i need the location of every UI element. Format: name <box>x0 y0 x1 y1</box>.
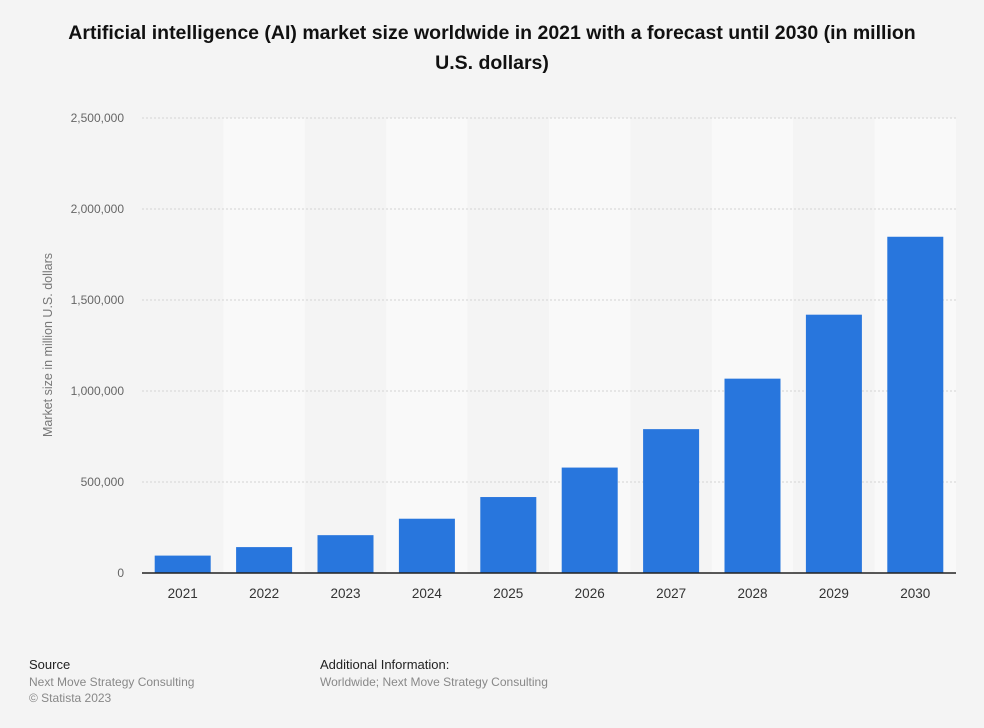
info-text: Worldwide; Next Move Strategy Consulting <box>320 675 548 689</box>
y-axis-label: Market size in million U.S. dollars <box>41 253 55 437</box>
column-band <box>142 118 224 573</box>
bar-2026[interactable] <box>561 467 618 573</box>
bar-2027[interactable] <box>643 429 700 573</box>
y-tick-label: 1,500,000 <box>71 293 125 307</box>
x-tick-label: 2030 <box>900 586 930 601</box>
copyright: © Statista 2023 <box>29 691 112 705</box>
source-heading: Source <box>29 657 71 672</box>
bar-2029[interactable] <box>805 314 862 573</box>
x-tick-label: 2025 <box>493 586 523 601</box>
y-tick-label: 500,000 <box>81 475 125 489</box>
y-tick-label: 2,500,000 <box>71 111 125 125</box>
column-band <box>304 118 387 573</box>
bar-2021[interactable] <box>154 555 211 573</box>
x-tick-label: 2024 <box>412 586 443 601</box>
bar-2022[interactable] <box>236 547 293 573</box>
column-band <box>223 118 305 573</box>
bar-2030[interactable] <box>887 236 944 573</box>
x-tick-label: 2026 <box>575 586 605 601</box>
x-tick-label: 2027 <box>656 586 686 601</box>
y-tick-label: 2,000,000 <box>71 202 125 216</box>
x-tick-label: 2022 <box>249 586 279 601</box>
x-tick-label: 2023 <box>330 586 360 601</box>
bar-chart: 0 500,000 1,000,000 1,500,000 2,000,000 2,500… <box>41 111 956 601</box>
x-tick-label: 2028 <box>737 586 767 601</box>
bar-2025[interactable] <box>480 497 537 573</box>
chart-title: Artificial intelligence (AI) market size… <box>68 22 916 74</box>
info-heading: Additional Information: <box>320 657 450 672</box>
y-tick-label: 0 <box>117 566 124 580</box>
y-tick-label: 1,000,000 <box>71 384 125 398</box>
column-band <box>386 118 468 573</box>
bar-2028[interactable] <box>724 378 781 573</box>
source-text[interactable]: Next Move Strategy Consulting <box>29 675 195 689</box>
x-tick-label: 2021 <box>168 586 198 601</box>
bar-2023[interactable] <box>317 535 374 573</box>
bar-2024[interactable] <box>398 518 455 573</box>
x-tick-label: 2029 <box>819 586 849 601</box>
